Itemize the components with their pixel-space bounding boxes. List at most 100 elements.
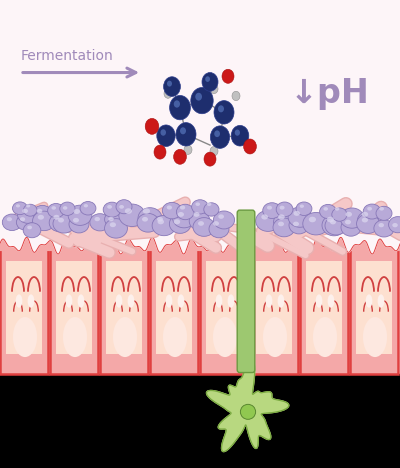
Ellipse shape: [66, 294, 72, 308]
Ellipse shape: [23, 204, 37, 216]
Ellipse shape: [108, 217, 114, 221]
Ellipse shape: [289, 216, 309, 234]
FancyBboxPatch shape: [237, 210, 255, 373]
Ellipse shape: [207, 202, 211, 206]
Bar: [150, 241, 198, 374]
Ellipse shape: [193, 218, 215, 236]
Ellipse shape: [53, 215, 60, 219]
Ellipse shape: [23, 223, 41, 238]
Ellipse shape: [80, 202, 96, 215]
Bar: [56, 261, 92, 354]
Ellipse shape: [166, 294, 172, 308]
Ellipse shape: [32, 211, 56, 231]
Bar: [206, 261, 242, 354]
Circle shape: [218, 105, 224, 112]
Ellipse shape: [60, 202, 75, 215]
Ellipse shape: [378, 223, 384, 227]
Circle shape: [244, 139, 256, 154]
Circle shape: [160, 129, 166, 136]
Ellipse shape: [376, 206, 392, 220]
Text: ↓pH: ↓pH: [290, 77, 370, 110]
Ellipse shape: [104, 211, 123, 227]
Ellipse shape: [16, 204, 20, 207]
Ellipse shape: [153, 216, 173, 233]
Ellipse shape: [274, 212, 296, 232]
Ellipse shape: [27, 226, 32, 229]
Ellipse shape: [116, 200, 132, 214]
Circle shape: [235, 130, 240, 136]
Ellipse shape: [378, 294, 384, 308]
Circle shape: [170, 95, 190, 120]
Ellipse shape: [240, 404, 256, 419]
Bar: [0, 374, 400, 468]
Ellipse shape: [213, 221, 219, 226]
Ellipse shape: [52, 206, 56, 210]
Circle shape: [204, 152, 216, 166]
Ellipse shape: [362, 218, 368, 222]
Bar: [50, 241, 98, 374]
Ellipse shape: [278, 214, 285, 219]
Ellipse shape: [362, 212, 368, 217]
Ellipse shape: [142, 217, 148, 221]
Ellipse shape: [119, 204, 145, 227]
Ellipse shape: [341, 219, 361, 236]
Ellipse shape: [113, 317, 137, 357]
Ellipse shape: [94, 217, 100, 221]
Circle shape: [210, 146, 218, 156]
Ellipse shape: [189, 212, 210, 230]
Circle shape: [174, 100, 180, 108]
Circle shape: [167, 80, 172, 87]
Ellipse shape: [332, 208, 347, 221]
Ellipse shape: [218, 214, 224, 219]
Bar: [250, 241, 298, 374]
Ellipse shape: [309, 217, 316, 222]
Ellipse shape: [38, 215, 44, 219]
Ellipse shape: [53, 214, 75, 233]
Ellipse shape: [392, 223, 398, 227]
Circle shape: [210, 84, 218, 94]
Ellipse shape: [26, 204, 30, 207]
Bar: [350, 241, 398, 374]
Ellipse shape: [68, 205, 92, 226]
Ellipse shape: [16, 294, 22, 308]
Circle shape: [202, 73, 218, 91]
Ellipse shape: [167, 205, 172, 210]
Ellipse shape: [158, 219, 164, 224]
Ellipse shape: [18, 205, 38, 223]
Circle shape: [222, 69, 234, 83]
Bar: [106, 261, 142, 354]
Ellipse shape: [273, 218, 295, 237]
Circle shape: [174, 149, 186, 164]
Ellipse shape: [20, 217, 25, 221]
Ellipse shape: [172, 208, 196, 228]
Circle shape: [191, 88, 213, 114]
Ellipse shape: [335, 207, 339, 211]
Ellipse shape: [327, 217, 334, 222]
Circle shape: [145, 118, 159, 134]
Bar: [0, 0, 400, 271]
Ellipse shape: [340, 208, 364, 228]
Ellipse shape: [74, 209, 80, 214]
Ellipse shape: [358, 211, 379, 230]
Ellipse shape: [267, 205, 272, 210]
Ellipse shape: [196, 202, 200, 206]
Ellipse shape: [214, 211, 234, 229]
Ellipse shape: [143, 208, 150, 214]
Ellipse shape: [22, 209, 28, 213]
Ellipse shape: [266, 294, 272, 308]
Circle shape: [231, 125, 249, 146]
Ellipse shape: [125, 208, 132, 214]
Ellipse shape: [280, 205, 285, 210]
Bar: [300, 241, 348, 374]
Ellipse shape: [78, 294, 84, 308]
Circle shape: [164, 89, 172, 98]
Ellipse shape: [324, 207, 328, 211]
Ellipse shape: [138, 208, 162, 229]
Ellipse shape: [104, 219, 128, 238]
Ellipse shape: [263, 317, 287, 357]
Ellipse shape: [213, 317, 237, 357]
Ellipse shape: [374, 220, 394, 237]
Ellipse shape: [294, 211, 300, 216]
Ellipse shape: [174, 219, 180, 224]
Ellipse shape: [116, 294, 122, 308]
